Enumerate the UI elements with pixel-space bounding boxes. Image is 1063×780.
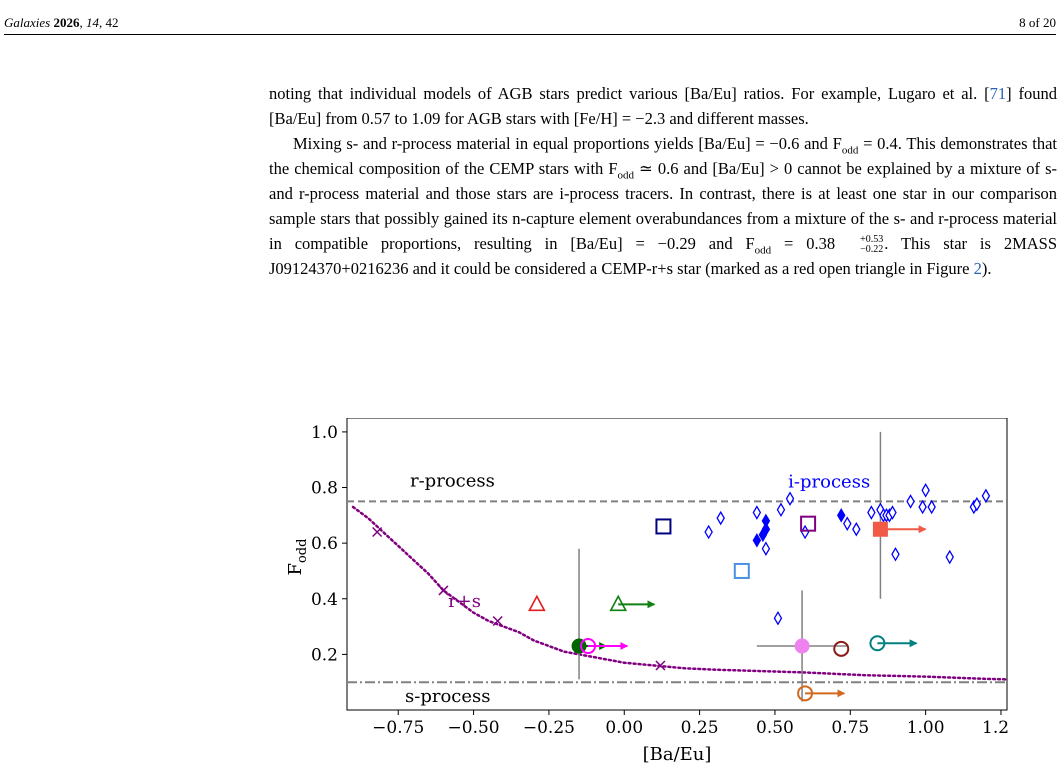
asymmetric-error: +0.53 −0.22 bbox=[860, 234, 884, 256]
y-tick-label: 0.6 bbox=[311, 534, 338, 554]
page-number: 8 of 20 bbox=[1019, 15, 1056, 30]
figure-2: −0.75 −0.50 −0.25 0.00 0.25 0.50 0.75 1.00 1.25 0… bbox=[285, 418, 1010, 776]
i-process-open-diamond bbox=[852, 521, 861, 537]
y-tick-label: 0.8 bbox=[311, 479, 338, 499]
i-process-open-diamond bbox=[773, 610, 783, 626]
open-square-marker bbox=[800, 515, 817, 532]
journal-name: Galaxies bbox=[4, 15, 51, 30]
x-tick-label: 0.75 bbox=[831, 718, 869, 738]
filled-circle-marker bbox=[794, 638, 810, 654]
journal-citation: Galaxies 2026, 14, 42 bbox=[4, 15, 119, 30]
page-header: Galaxies 2026, 14, 42 8 of 20 bbox=[4, 12, 1056, 35]
open-circle-marker bbox=[797, 685, 814, 702]
body-text: noting that individual models of AGB sta… bbox=[269, 81, 1057, 281]
i-process-open-diamond bbox=[891, 546, 900, 562]
i-process-filled-diamond bbox=[752, 533, 762, 548]
i-process-filled-diamond bbox=[761, 513, 771, 529]
i-process-open-diamond bbox=[752, 505, 762, 520]
x-axis-label: [Ba/Eu] bbox=[643, 744, 712, 765]
annotation-rs: r+s bbox=[448, 591, 481, 612]
x-tick-label: 1.25 bbox=[982, 718, 1010, 738]
open-circle-marker bbox=[869, 635, 886, 652]
open-square-marker bbox=[733, 562, 750, 579]
i-process-open-diamond bbox=[800, 524, 810, 540]
i-process-open-diamond bbox=[704, 524, 713, 540]
x-tick-label: 1.00 bbox=[907, 718, 945, 738]
fodd-vs-baeu-chart: −0.75 −0.50 −0.25 0.00 0.25 0.50 0.75 1.00 1.25 0… bbox=[285, 418, 1010, 765]
i-process-open-diamond bbox=[761, 541, 771, 556]
citation-link[interactable]: 71 bbox=[989, 84, 1007, 103]
i-process-filled-diamond bbox=[836, 508, 846, 523]
y-tick-label: 0.4 bbox=[311, 590, 338, 610]
filled-square-marker bbox=[872, 521, 888, 537]
i-process-open-diamond bbox=[785, 491, 795, 506]
open-square-marker bbox=[655, 518, 672, 535]
open-circle-marker bbox=[580, 638, 597, 655]
mixing-curve-marker bbox=[438, 585, 449, 596]
i-process-open-diamond bbox=[981, 488, 991, 504]
i-process-open-diamond bbox=[927, 499, 936, 515]
x-tick-label: −0.50 bbox=[448, 718, 500, 738]
r-plus-s-mixing-curve bbox=[351, 505, 1009, 681]
mixing-curve-marker bbox=[492, 615, 503, 627]
mixing-curve-marker bbox=[655, 660, 666, 671]
s-process-label: s-process bbox=[405, 686, 491, 707]
i-process-open-diamond bbox=[716, 510, 725, 526]
i-process-open-diamond bbox=[918, 499, 927, 515]
x-tick-label: 0.50 bbox=[756, 718, 794, 738]
journal-volume: 14 bbox=[85, 15, 99, 30]
y-tick-label: 1.0 bbox=[311, 423, 338, 443]
paragraph-1: noting that individual models of AGB sta… bbox=[269, 84, 1057, 128]
i-process-filled-diamond bbox=[761, 521, 771, 537]
i-process-open-diamond bbox=[843, 516, 852, 531]
i-process-open-diamond bbox=[972, 496, 982, 512]
figure-link[interactable]: 2 bbox=[973, 259, 982, 278]
x-tick-label: −0.75 bbox=[372, 718, 424, 738]
i-process-open-diamond bbox=[888, 505, 897, 520]
i-process-open-diamond bbox=[776, 502, 786, 518]
i-process-open-diamond bbox=[906, 494, 915, 509]
y-tick-label: 0.2 bbox=[311, 645, 338, 665]
x-tick-label: 0.25 bbox=[681, 718, 719, 738]
i-process-open-diamond bbox=[921, 483, 930, 498]
x-tick-label: −0.25 bbox=[523, 718, 575, 738]
open-triangle-marker bbox=[609, 594, 628, 612]
journal-year: 2026 bbox=[53, 15, 80, 30]
i-process-open-diamond bbox=[867, 505, 876, 520]
y-axis-label: Fodd bbox=[285, 539, 310, 576]
article-number: 42 bbox=[105, 15, 119, 30]
x-tick-label: 0.00 bbox=[605, 718, 643, 738]
i-process-open-diamond bbox=[945, 549, 954, 565]
paragraph-2: Mixing s- and r-process material in equa… bbox=[269, 134, 1058, 278]
mixing-curve-marker bbox=[372, 526, 383, 538]
annotation-iprocess: i-process bbox=[788, 472, 870, 493]
plot-frame bbox=[346, 418, 1008, 711]
open-triangle-marker bbox=[528, 594, 546, 612]
r-process-label: r-process bbox=[410, 470, 495, 491]
open-circle-marker bbox=[833, 640, 850, 657]
